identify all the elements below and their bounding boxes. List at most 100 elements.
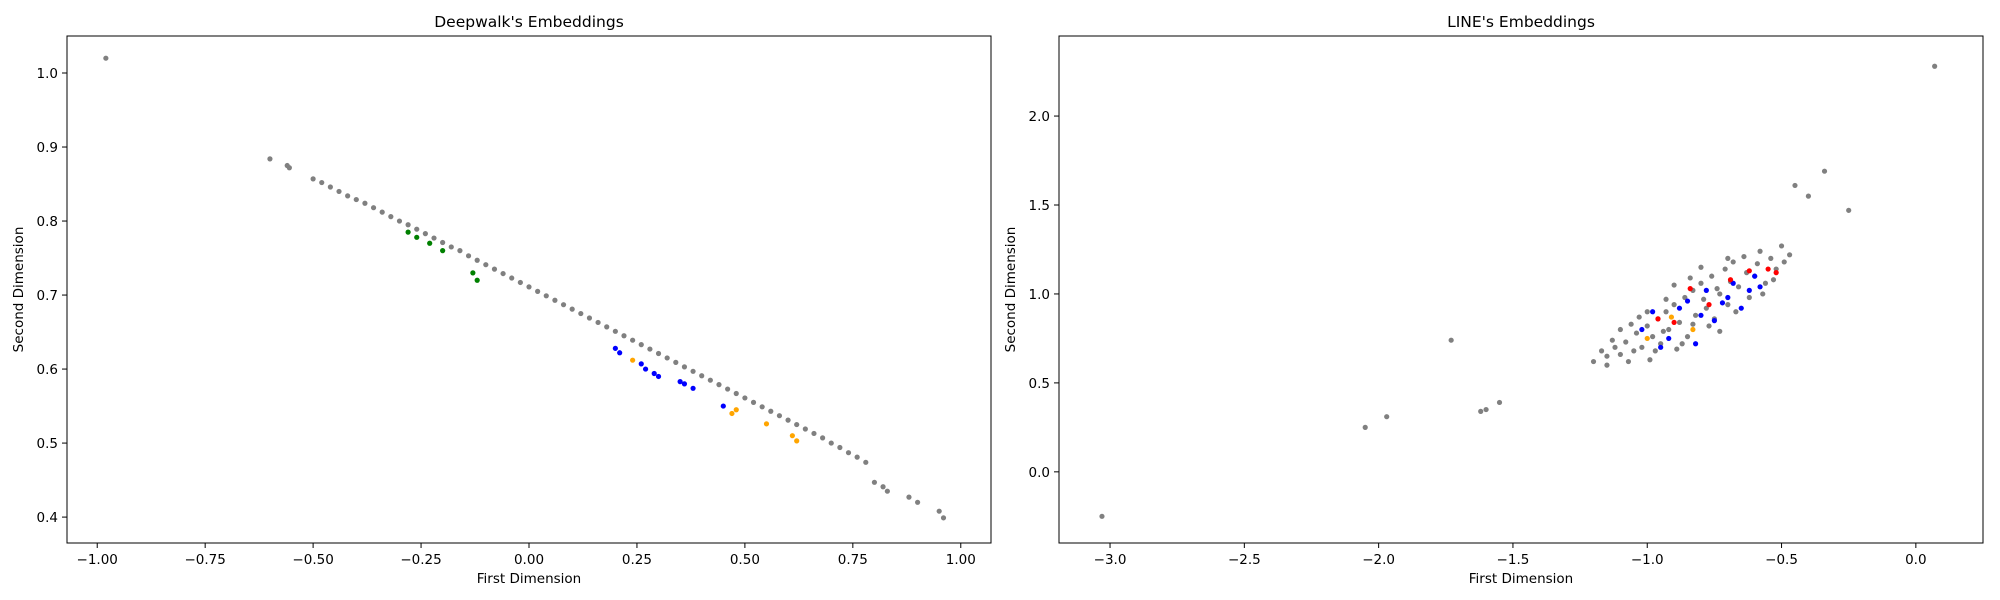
scatter-point [267,156,273,162]
scatter-point [465,253,472,259]
scatter-point [1658,344,1664,350]
scatter-point [1687,286,1693,292]
scatter-point [448,244,454,250]
scatter-point [543,293,549,299]
scatter-point [440,239,446,246]
scatter-point [517,279,523,286]
scatter-point [785,417,791,423]
scatter-point [651,370,657,377]
scatter-point [1733,309,1739,315]
scatter-point [1636,314,1642,320]
scatter-point [1684,298,1691,304]
scatter-point [1652,348,1658,354]
scatter-point [474,277,480,283]
scatter-point [1690,321,1696,327]
scatter-point [681,364,688,370]
scatter-point [414,226,420,232]
scatter-point [491,266,498,272]
scatter-point [405,229,411,235]
scatter-point [884,488,890,494]
scatter-point [526,284,532,290]
scatter-point [336,188,342,195]
scatter-point [1448,337,1454,343]
scatter-point [655,373,662,380]
scatter-point [1701,296,1707,302]
scatter-point [1687,275,1693,281]
scatter-point [845,450,852,456]
scatter-point [319,179,325,186]
x-tick-label: 0.50 [730,552,760,568]
scatter-point [1768,255,1774,261]
scatter-point [1781,259,1787,265]
scatter-point [353,196,359,203]
x-tick-label: 1.00 [946,552,976,568]
chart-title: Deepwalk's Embeddings [434,13,624,31]
scatter-point [1671,319,1677,326]
scatter-point [1633,330,1640,336]
scatter-point [1754,261,1760,267]
scatter-point [638,361,644,367]
scatter-point [1650,309,1656,315]
plot-frame [1058,35,1984,544]
scatter-point [1717,328,1723,334]
scatter-point [1644,309,1650,315]
scatter-point [1682,294,1688,301]
scatter-point [647,346,653,352]
scatter-point [1714,286,1720,292]
scatter-point [720,403,726,409]
scatter-point [811,430,817,437]
scatter-point [1805,193,1812,199]
x-axis-label: First Dimension [1469,571,1573,587]
scatter-point [1478,408,1484,414]
scatter-point [103,55,109,61]
scatter-point [1698,280,1704,286]
scatter-point [1703,305,1709,311]
scatter-point [1660,328,1666,334]
scatter-point [345,193,351,199]
scatter-point [1706,302,1712,308]
scatter-point [768,408,774,414]
scatter-point [1698,312,1704,318]
scatter-point [1727,277,1734,283]
scatter-point [871,479,878,485]
scatter-point [837,444,843,451]
scatter-point [1703,287,1709,293]
x-tick-label: −0.5 [1765,552,1798,568]
scatter-point [655,350,662,357]
scatter-point [1735,284,1742,290]
scatter-point [794,421,800,428]
scatter-point [940,515,947,521]
scatter-point [1773,266,1779,272]
scatter-point [470,270,476,276]
scatter-point [362,200,368,206]
scatter-point [630,357,636,363]
scatter-point [578,310,584,317]
scatter-point [642,366,649,372]
scatter-point [1730,280,1736,286]
scatter-point [699,373,705,379]
scatter-point [1722,266,1728,272]
scatter-point [1674,346,1680,352]
scatter-point [1631,348,1637,354]
scatter-point [1658,341,1664,347]
scatter-point [1787,252,1793,258]
scatter-point [1625,358,1632,365]
x-tick-label: −0.25 [400,552,441,568]
x-tick-label: −1.00 [77,552,118,568]
scatter-point [1598,348,1605,354]
scatter-point [681,381,688,387]
scatter-point [1752,273,1758,279]
scatter-point [664,355,670,361]
scatter-point [1760,291,1766,297]
scatter-point [1647,357,1653,363]
scatter-point [1617,326,1623,333]
scatter-point [707,377,713,383]
scatter-point [1623,339,1629,345]
scatter-point [1690,326,1696,333]
scatter-point [1617,351,1623,358]
scatter-point [483,262,489,268]
scatter-point [1650,334,1656,340]
scatter-point [586,315,593,321]
scatter-point [535,288,541,294]
